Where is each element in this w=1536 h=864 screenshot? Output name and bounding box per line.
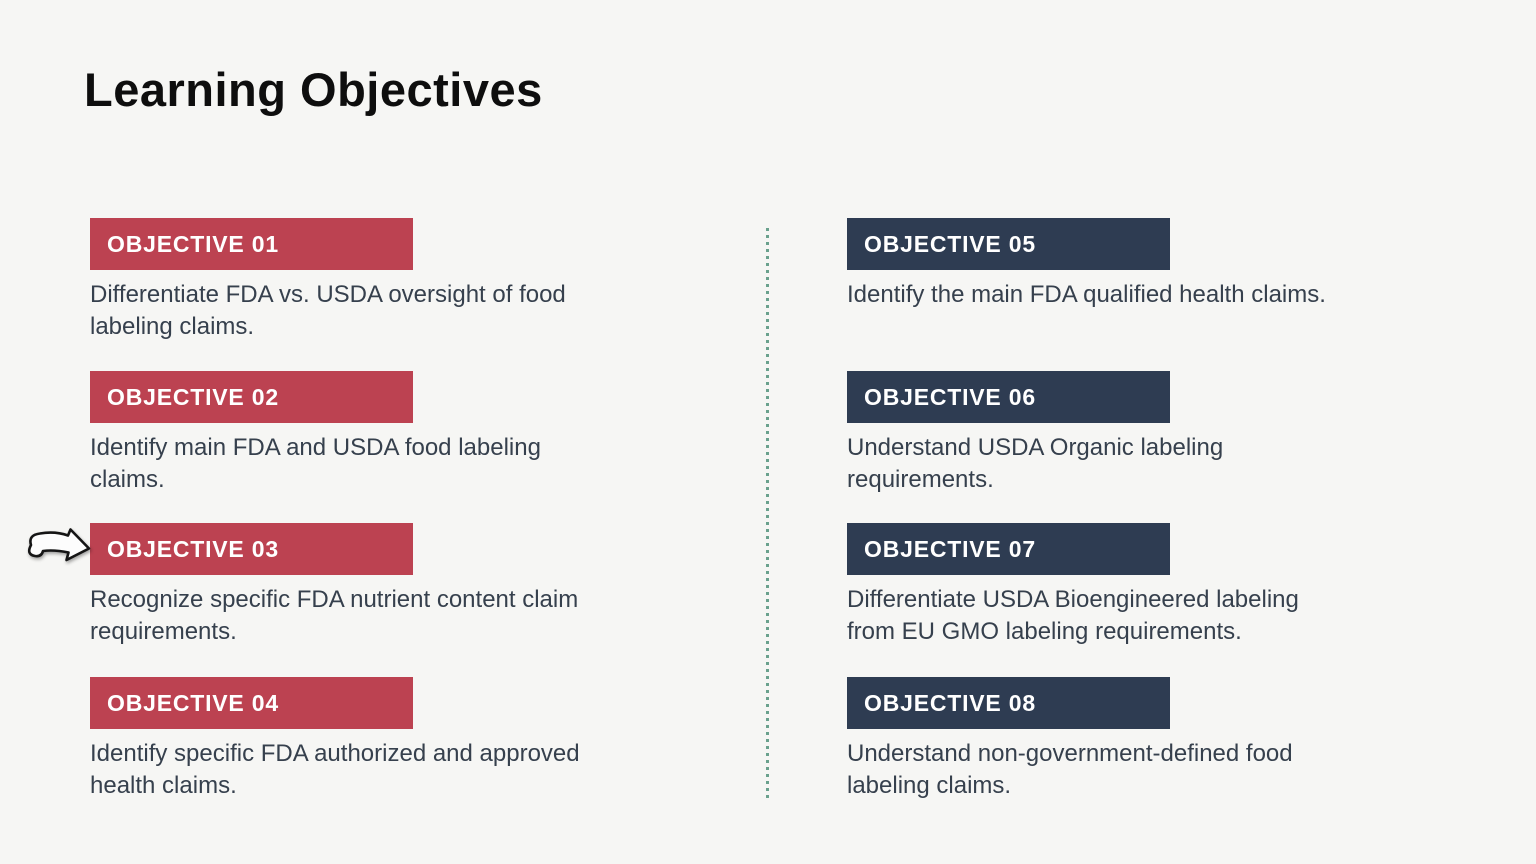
objective-05-badge: OBJECTIVE 05 bbox=[847, 218, 1170, 270]
objective-07-description: Differentiate USDA Bioengineered labelin… bbox=[847, 586, 1299, 645]
objective-02-label: OBJECTIVE 02 bbox=[107, 383, 279, 410]
objective-01-label: OBJECTIVE 01 bbox=[107, 230, 279, 257]
objective-07-badge: OBJECTIVE 07 bbox=[847, 523, 1170, 575]
objective-group-06: OBJECTIVE 06 Understand USDA Organic lab… bbox=[847, 371, 1407, 496]
objective-03-label: OBJECTIVE 03 bbox=[107, 535, 279, 562]
objective-group-04: OBJECTIVE 04 Identify specific FDA autho… bbox=[90, 677, 650, 802]
objective-05-label: OBJECTIVE 05 bbox=[864, 230, 1036, 257]
objective-06-label: OBJECTIVE 06 bbox=[864, 383, 1036, 410]
objective-04-badge: OBJECTIVE 04 bbox=[90, 677, 413, 729]
objective-01-badge: OBJECTIVE 01 bbox=[90, 218, 413, 270]
objective-02-description: Identify main FDA and USDA food labeling… bbox=[90, 434, 541, 493]
objective-03-badge: OBJECTIVE 03 bbox=[90, 523, 413, 575]
objective-group-01: OBJECTIVE 01 Differentiate FDA vs. USDA … bbox=[90, 218, 650, 343]
objective-06-description: Understand USDA Organic labeling require… bbox=[847, 434, 1224, 493]
objective-08-label: OBJECTIVE 08 bbox=[864, 689, 1036, 716]
dotted-column-divider bbox=[766, 228, 769, 800]
objective-04-description: Identify specific FDA authorized and app… bbox=[90, 740, 580, 799]
hand-drawn-arrow-icon bbox=[22, 526, 94, 573]
objective-03-description: Recognize specific FDA nutrient content … bbox=[90, 586, 579, 645]
objective-group-07: OBJECTIVE 07 Differentiate USDA Bioengin… bbox=[847, 523, 1407, 648]
objective-01-description: Differentiate FDA vs. USDA oversight of … bbox=[90, 281, 566, 340]
objective-group-03: OBJECTIVE 03 Recognize specific FDA nutr… bbox=[90, 523, 650, 648]
objective-04-label: OBJECTIVE 04 bbox=[107, 689, 279, 716]
objective-07-label: OBJECTIVE 07 bbox=[864, 535, 1036, 562]
objective-02-badge: OBJECTIVE 02 bbox=[90, 371, 413, 423]
objective-08-badge: OBJECTIVE 08 bbox=[847, 677, 1170, 729]
objective-05-description: Identify the main FDA qualified health c… bbox=[847, 281, 1326, 308]
objective-08-description: Understand non-government-defined food l… bbox=[847, 740, 1293, 799]
objective-group-05: OBJECTIVE 05 Identify the main FDA quali… bbox=[847, 218, 1407, 311]
objective-06-badge: OBJECTIVE 06 bbox=[847, 371, 1170, 423]
page-title: Learning Objectives bbox=[84, 63, 543, 116]
objective-group-02: OBJECTIVE 02 Identify main FDA and USDA … bbox=[90, 371, 650, 496]
objective-group-08: OBJECTIVE 08 Understand non-government-d… bbox=[847, 677, 1407, 802]
